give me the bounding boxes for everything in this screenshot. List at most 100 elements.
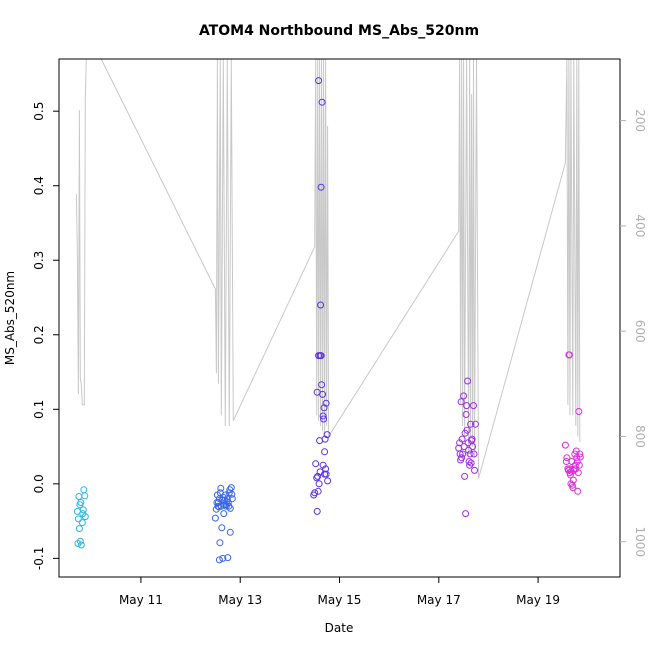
data-point-s1-34 <box>228 490 236 498</box>
data-point-s2-26 <box>313 474 321 482</box>
data-point-s2-21 <box>322 399 330 407</box>
data-point-s1-24 <box>218 524 226 532</box>
data-point-s4-0 <box>561 441 569 449</box>
data-point-s3-5 <box>458 435 466 443</box>
y2-tick-label: 200 <box>633 109 647 132</box>
data-point-s1-30 <box>213 499 221 506</box>
data-point-s0-10 <box>78 519 86 527</box>
data-point-s2-13 <box>318 381 326 389</box>
data-point-s4-22 <box>572 447 580 455</box>
data-point-s2-20 <box>322 465 330 473</box>
data-point-s3-29 <box>464 439 472 447</box>
data-point-s3-25 <box>470 450 478 458</box>
data-point-s4-20 <box>568 481 576 489</box>
data-point-s4-14 <box>574 487 582 495</box>
chart-title: ATOM4 Northbound MS_Abs_520nm <box>199 23 479 39</box>
data-point-s3-7 <box>461 472 469 480</box>
data-point-s2-23 <box>324 477 332 485</box>
y2-tick-label: 1000 <box>633 526 647 557</box>
data-point-s1-25 <box>215 556 223 564</box>
data-point-s4-1 <box>563 454 571 462</box>
data-point-s1-19 <box>217 484 225 492</box>
data-point-s4-29 <box>566 465 574 473</box>
x-tick-label: May 13 <box>218 593 262 607</box>
data-point-s2-19 <box>321 435 329 443</box>
data-point-s2-2 <box>312 460 320 468</box>
y-tick-label: 0.3 <box>32 251 46 270</box>
data-point-s3-12 <box>465 446 473 454</box>
data-point-s3-26 <box>456 450 464 458</box>
data-point-s1-0 <box>211 514 219 522</box>
data-point-s4-27 <box>569 476 577 484</box>
y2-tick-label: 600 <box>633 320 647 343</box>
data-point-s2-3 <box>313 507 321 515</box>
data-point-s3-23 <box>465 458 473 465</box>
data-point-s4-4 <box>565 351 573 359</box>
secondary-line-layer <box>75 58 581 479</box>
data-point-s2-28 <box>319 412 327 420</box>
data-point-s3-8 <box>462 510 470 518</box>
data-point-s3-14 <box>467 420 475 428</box>
data-point-s3-17 <box>470 402 477 410</box>
y2-tick-label: 400 <box>633 214 647 237</box>
data-point-s3-4 <box>458 454 466 462</box>
data-point-s0-5 <box>77 541 85 549</box>
data-point-s0-9 <box>81 492 89 500</box>
data-point-s2-22 <box>323 431 331 439</box>
data-point-s1-20 <box>220 510 228 518</box>
data-point-s2-12 <box>315 77 323 85</box>
data-point-s0-3 <box>74 515 82 523</box>
data-point-s1-18 <box>214 502 222 510</box>
data-point-s3-30 <box>466 450 474 458</box>
x-tick-label: May 11 <box>119 593 163 607</box>
data-point-s0-13 <box>77 499 85 506</box>
y-tick-label: -0.1 <box>32 547 46 570</box>
data-point-s4-6 <box>567 480 575 488</box>
data-point-s4-15 <box>575 408 583 415</box>
data-point-s1-23 <box>216 539 224 547</box>
y-tick-label: 0.1 <box>32 400 46 419</box>
scatter-points-layer <box>73 77 584 564</box>
data-point-s4-25 <box>575 461 583 469</box>
data-point-s3-6 <box>460 392 468 400</box>
data-point-s1-33 <box>215 503 223 511</box>
data-point-s4-28 <box>576 453 584 461</box>
data-point-s4-17 <box>562 458 570 465</box>
data-point-s1-17 <box>228 495 236 503</box>
data-point-s2-6 <box>315 480 323 488</box>
data-point-s1-21 <box>223 498 231 506</box>
data-point-s3-24 <box>468 435 476 443</box>
y-tick-label: 0.0 <box>32 474 46 493</box>
data-point-s2-17 <box>320 404 328 412</box>
x-tick-label: May 17 <box>417 593 461 607</box>
data-point-s0-1 <box>75 493 83 500</box>
data-point-s1-32 <box>221 496 229 504</box>
data-point-s2-1 <box>311 489 319 497</box>
data-point-s0-11 <box>81 513 89 521</box>
data-point-s1-10 <box>221 491 229 499</box>
axes-layer: May 11 May 13 May 15 May 17 May 19 -0.1 0.0 0.1… <box>32 102 647 607</box>
data-point-s2-5 <box>314 487 322 495</box>
y-tick-label: 0.2 <box>32 325 46 344</box>
x-tick-label: May 19 <box>516 593 560 607</box>
data-point-s4-11 <box>571 461 579 469</box>
data-point-s3-28 <box>467 459 475 467</box>
y-axis-label: MS_Abs_520nm <box>3 271 17 365</box>
data-point-s3-10 <box>463 402 471 410</box>
secondary-line <box>75 58 581 479</box>
data-point-s3-22 <box>463 426 471 434</box>
data-point-s0-14 <box>79 506 87 514</box>
data-point-s0-8 <box>80 486 88 494</box>
data-point-s3-11 <box>464 377 472 385</box>
x-tick-label: May 15 <box>318 593 362 607</box>
x-axis-label: Date <box>325 621 354 635</box>
data-point-s1-31 <box>225 502 233 510</box>
data-point-s2-25 <box>317 352 325 360</box>
data-point-s2-11 <box>318 98 326 106</box>
data-point-s2-14 <box>319 390 327 398</box>
data-point-s3-16 <box>469 443 477 451</box>
data-point-s3-27 <box>460 443 468 451</box>
data-point-s2-10 <box>317 183 325 191</box>
data-point-s3-20 <box>459 450 467 458</box>
